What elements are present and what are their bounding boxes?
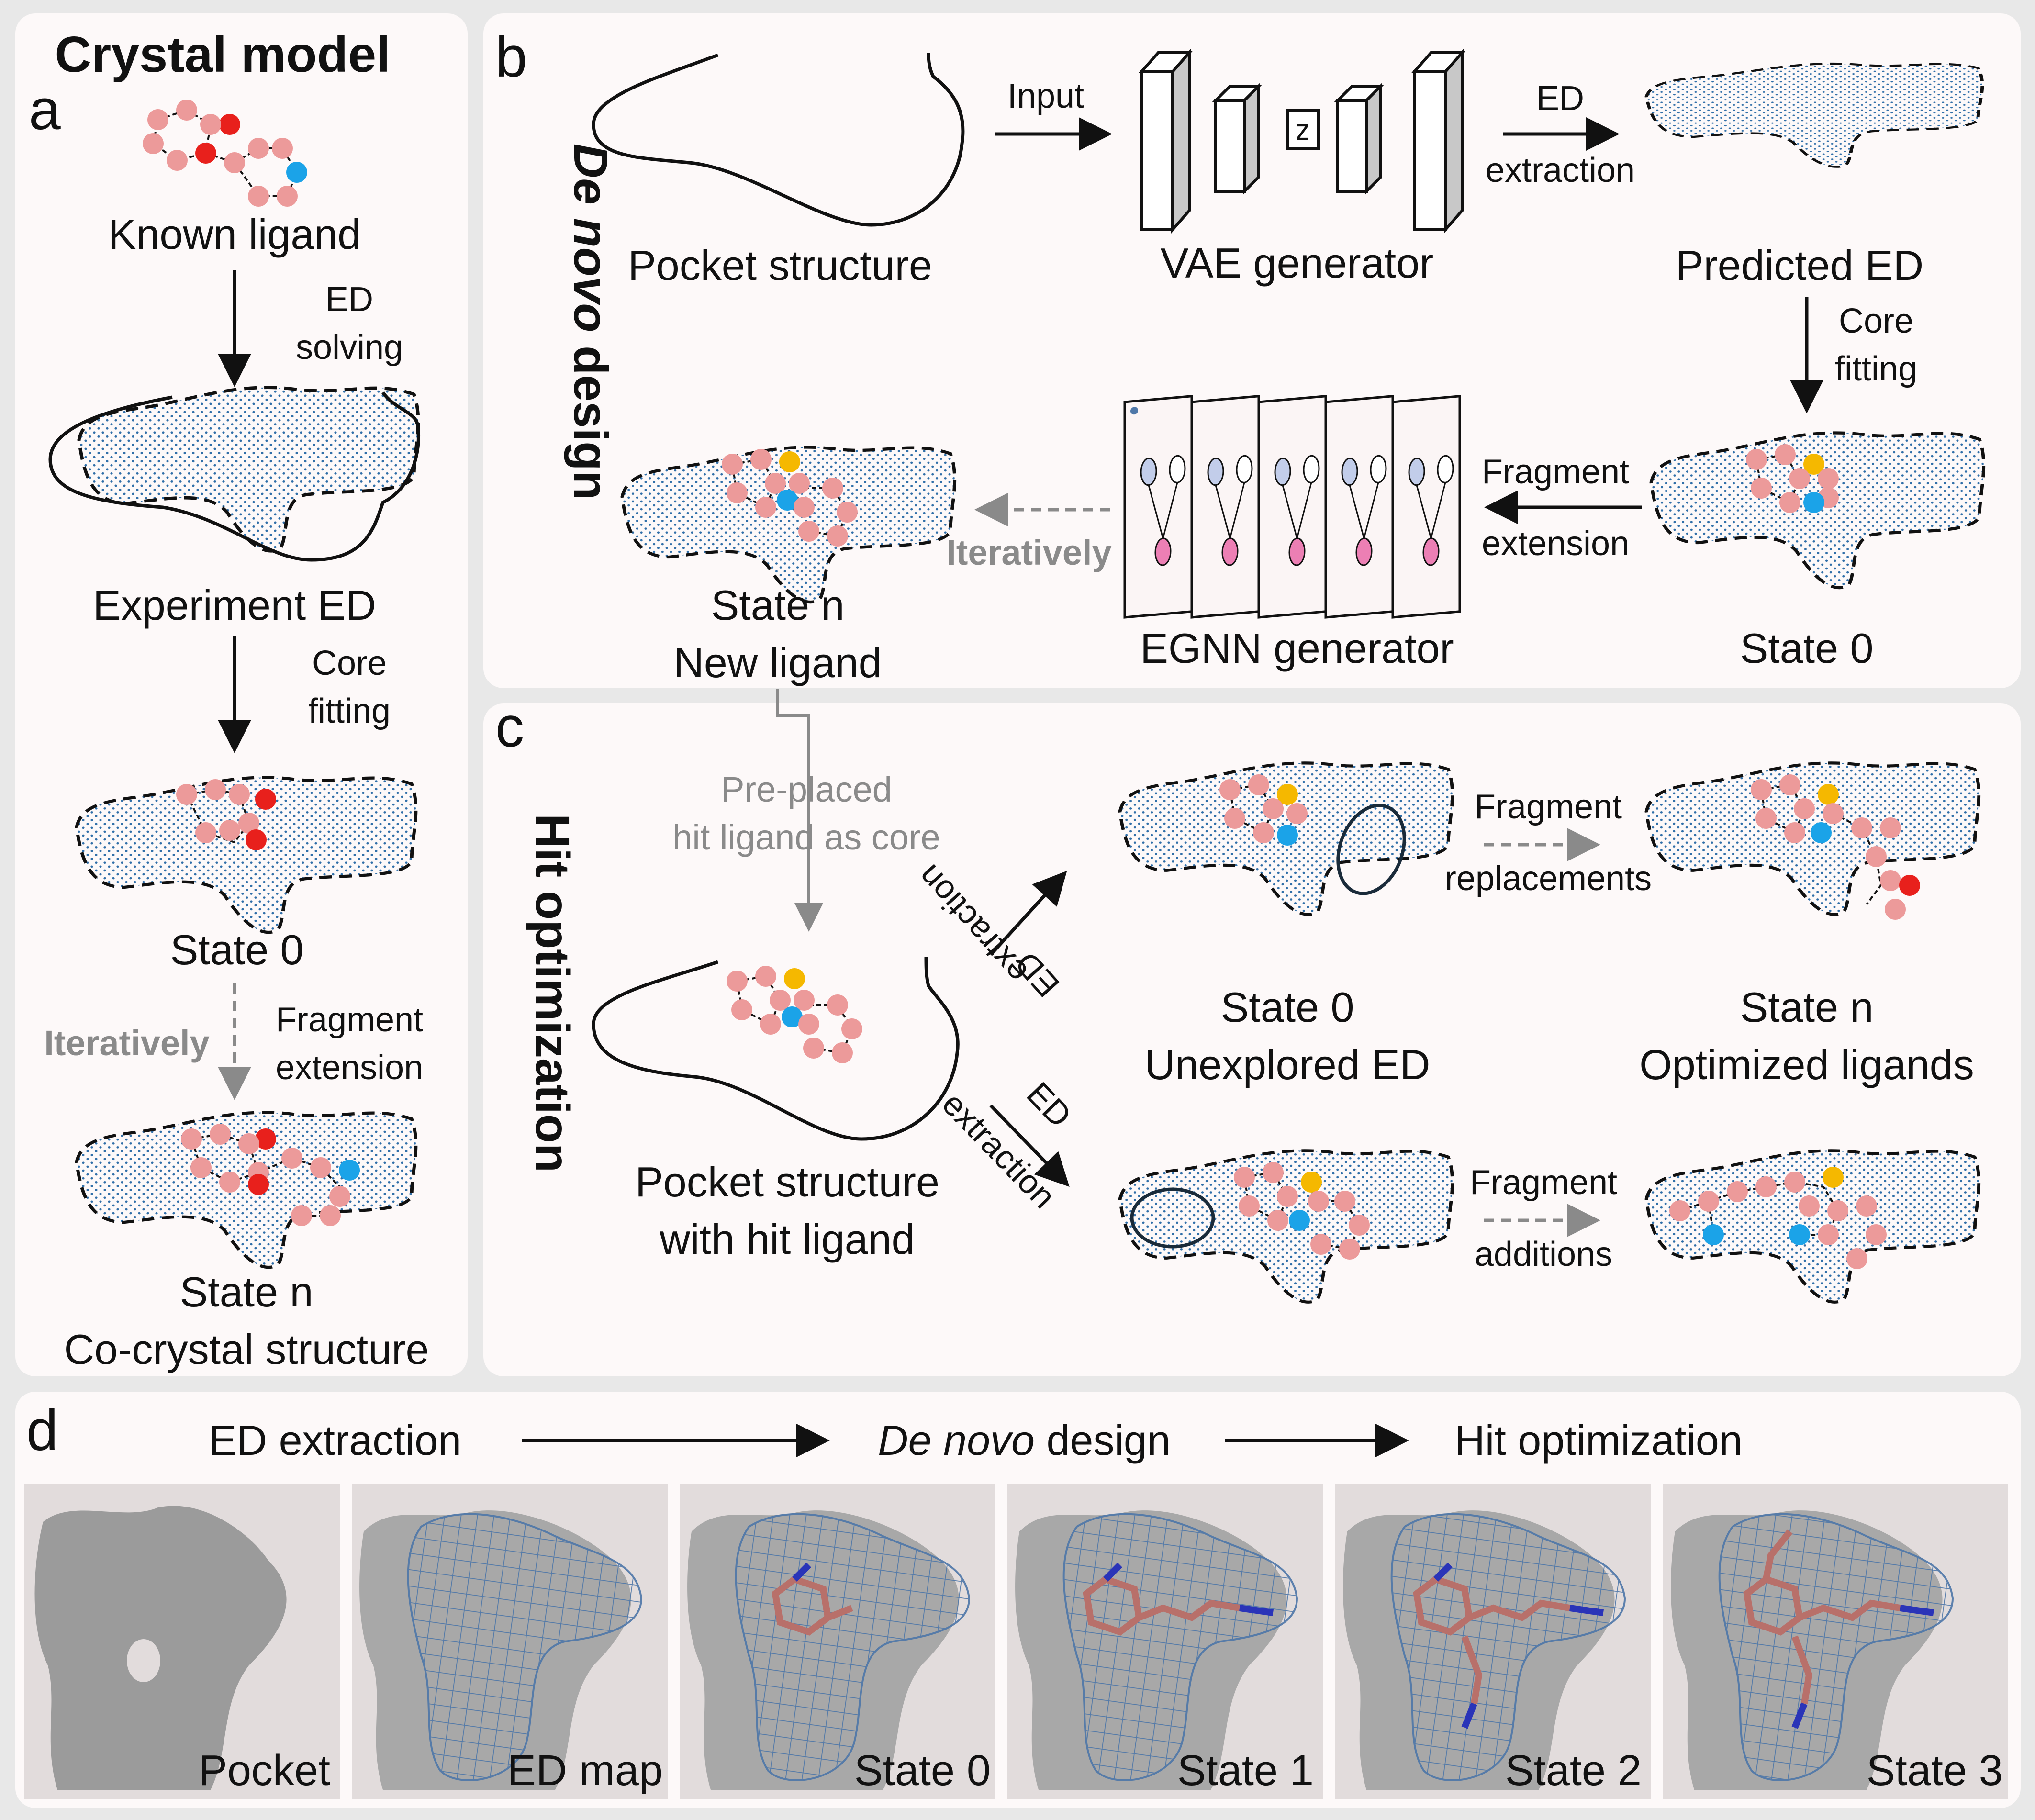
arrow-ed-extraction-up — [989, 871, 1067, 956]
step-ed-extraction: ED extraction — [209, 1417, 461, 1464]
panel-a-background — [15, 13, 468, 1376]
core-fitting-a-2: fitting — [308, 692, 391, 730]
staten-c-label: State n — [1740, 983, 1874, 1031]
tile-state3: State 3 — [1663, 1484, 2008, 1799]
denovo-side-title-rest: design — [564, 332, 617, 500]
frag-ext-a-1: Fragment — [276, 1001, 423, 1039]
unexplored-ed-ellipse-top — [1336, 804, 1406, 895]
predicted-ed-label: Predicted ED — [1676, 242, 1923, 289]
staten-blob-c-bottom — [1646, 1150, 1979, 1302]
panel-c-background — [483, 703, 2021, 1376]
staten-blob-a — [77, 1112, 416, 1267]
frag-repl-label-1: Fragment — [1475, 788, 1622, 826]
state0-b-label: State 0 — [1740, 625, 1874, 672]
state0-c-label: State 0 — [1221, 983, 1354, 1031]
unexplored-ed-ellipse-bottom — [1130, 1187, 1215, 1249]
tile-ed-map: ED map — [352, 1484, 668, 1799]
frag-add-label-1: Fragment — [1470, 1163, 1617, 1202]
tile-ed-map-label: ED map — [507, 1747, 663, 1795]
experiment-ed-blob — [48, 388, 421, 562]
step-hit-opt: Hit optimization — [1454, 1417, 1743, 1464]
hit-opt-side-title: Hit optimization — [526, 814, 579, 1172]
panel-b-letter: b — [495, 25, 527, 89]
tile-pocket-label: Pocket — [199, 1747, 330, 1795]
tile-state2: State 2 — [1335, 1484, 1651, 1799]
core-fitting-b-2: fitting — [1835, 350, 1917, 388]
state0-blob-c-top — [1120, 763, 1453, 914]
core-fitting-b-1: Core — [1839, 302, 1913, 340]
pocket-structure-outline-b — [592, 52, 965, 227]
denovo-side-title: De novo design — [564, 144, 617, 500]
iteratively-b-label: Iteratively — [946, 533, 1112, 572]
pocket-hit-outline — [592, 957, 960, 1141]
panel-d-letter: d — [26, 1398, 58, 1463]
preplaced-label-1: Pre-placed — [721, 770, 892, 809]
known-ligand-molecule — [143, 100, 307, 207]
experiment-ed-label: Experiment ED — [93, 581, 376, 629]
step-denovo: De novo design — [878, 1417, 1171, 1464]
state0-a-label: State 0 — [170, 926, 304, 973]
ed-solving-label-1: ED — [325, 280, 373, 319]
panel-a-letter: a — [29, 78, 61, 142]
new-ligand-label: New ligand — [673, 639, 882, 686]
staten-blob-b — [622, 447, 955, 602]
egnn-generator-stack — [1123, 395, 1461, 619]
optimized-label: Optimized ligands — [1639, 1041, 1974, 1088]
arrow-ed-extraction-down — [989, 1104, 1070, 1187]
hit-ligand-molecule — [727, 966, 862, 1063]
state0-blob-c-bottom — [1120, 1150, 1453, 1302]
step-denovo-italic: De novo — [878, 1417, 1035, 1464]
input-label: Input — [1007, 77, 1084, 115]
preplaced-label-2: hit ligand as core — [672, 817, 940, 857]
known-ligand-label: Known ligand — [108, 211, 361, 258]
cocrystal-label: Co-crystal structure — [64, 1326, 429, 1373]
ed-extraction-b-2: extraction — [1486, 151, 1635, 190]
tile-pocket: Pocket — [24, 1484, 340, 1799]
staten-blob-c-top — [1646, 763, 1979, 920]
panel-a-title: Crystal model — [55, 26, 390, 83]
fragment-ext-b-2: extension — [1482, 525, 1629, 563]
arrow-preplaced — [776, 689, 823, 932]
frag-repl-label-2: replacements — [1445, 860, 1652, 898]
unexplored-label: Unexplored ED — [1145, 1041, 1431, 1088]
staten-a-label: State n — [180, 1268, 313, 1316]
state0-blob-b — [1651, 433, 1984, 588]
fragment-ext-b-1: Fragment — [1482, 453, 1629, 491]
pocket-hit-label-2: with hit ligand — [659, 1216, 915, 1263]
egnn-label: EGNN generator — [1140, 625, 1454, 672]
pocket-hit-label-1: Pocket structure — [635, 1158, 939, 1206]
tile-state1-label: State 1 — [1177, 1747, 1314, 1795]
vae-label: VAE generator — [1161, 239, 1434, 287]
ed-extraction-b-1: ED — [1536, 79, 1584, 118]
core-fitting-a-1: Core — [312, 644, 387, 682]
latent-z-label: z — [1296, 114, 1310, 146]
state0-blob-a — [77, 777, 416, 932]
panel-c-letter: c — [495, 695, 524, 759]
step-denovo-rest: design — [1035, 1417, 1171, 1464]
tile-state3-label: State 3 — [1867, 1747, 2003, 1795]
staten-b-label: State n — [711, 581, 845, 629]
tile-state1: State 1 — [1007, 1484, 1323, 1799]
tile-state0: State 0 — [680, 1484, 995, 1799]
pocket-structure-label-b: Pocket structure — [628, 242, 932, 289]
tile-state0-label: State 0 — [854, 1747, 991, 1795]
ed-solving-label-2: solving — [296, 328, 403, 367]
pocket-outline — [48, 391, 421, 562]
iteratively-a-label: Iteratively — [44, 1023, 210, 1063]
frag-add-label-2: additions — [1475, 1235, 1612, 1273]
denovo-side-title-italic: De novo — [564, 144, 617, 332]
frag-ext-a-2: extension — [276, 1049, 423, 1087]
tile-state2-label: State 2 — [1505, 1747, 1642, 1795]
vae-generator-diagram — [1138, 49, 1465, 234]
